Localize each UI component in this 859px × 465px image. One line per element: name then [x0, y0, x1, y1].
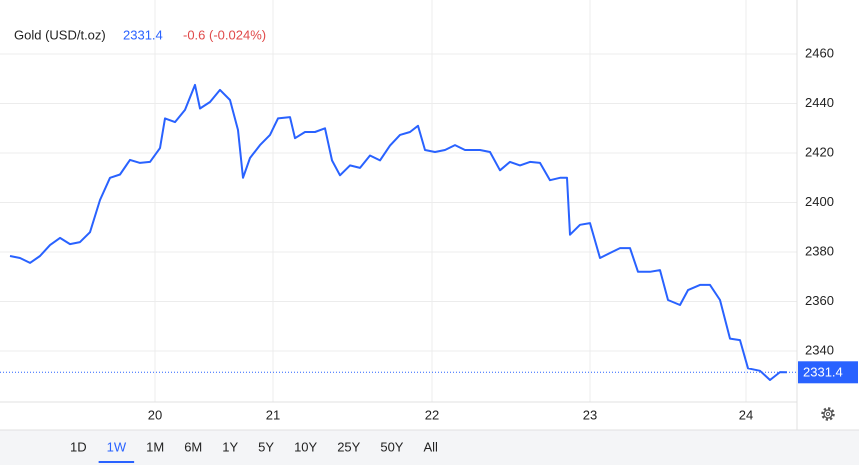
chart-title: Gold (USD/t.oz)	[14, 27, 106, 42]
range-button[interactable]: 5Y	[258, 439, 274, 454]
range-button[interactable]: 1D	[70, 439, 87, 454]
last-value-box	[798, 361, 858, 384]
toolbar	[0, 430, 859, 465]
range-button[interactable]: 6M	[184, 439, 202, 454]
selected-underline	[98, 461, 135, 463]
y-tick-label: 2420	[805, 144, 834, 159]
range-button[interactable]: All	[423, 439, 438, 454]
y-tick-label: 2460	[805, 45, 834, 60]
range-button[interactable]: 1Y	[222, 439, 238, 454]
x-tick-label: 21	[266, 407, 280, 422]
x-tick-label: 23	[583, 407, 597, 422]
settings-icon[interactable]	[821, 407, 835, 421]
y-tick-label: 2380	[805, 243, 834, 258]
y-tick-label: 2440	[805, 95, 834, 110]
y-tick-label: 2340	[805, 342, 834, 357]
y-tick-label: 2360	[805, 293, 834, 308]
price-line	[9, 83, 788, 381]
range-button[interactable]: 1W	[107, 439, 127, 454]
x-tick-label: 24	[739, 407, 753, 422]
range-button[interactable]: 10Y	[294, 439, 317, 454]
last-value: 2331.4	[123, 27, 163, 42]
range-button[interactable]: 25Y	[337, 439, 360, 454]
change: -0.6 (-0.024%)	[183, 27, 266, 42]
range-button[interactable]: 1M	[146, 439, 164, 454]
x-tick-label: 20	[148, 407, 162, 422]
last-value-label: 2331.4	[803, 365, 843, 380]
y-tick-label: 2400	[805, 194, 834, 209]
x-tick-label: 22	[425, 407, 439, 422]
range-button[interactable]: 50Y	[380, 439, 403, 454]
